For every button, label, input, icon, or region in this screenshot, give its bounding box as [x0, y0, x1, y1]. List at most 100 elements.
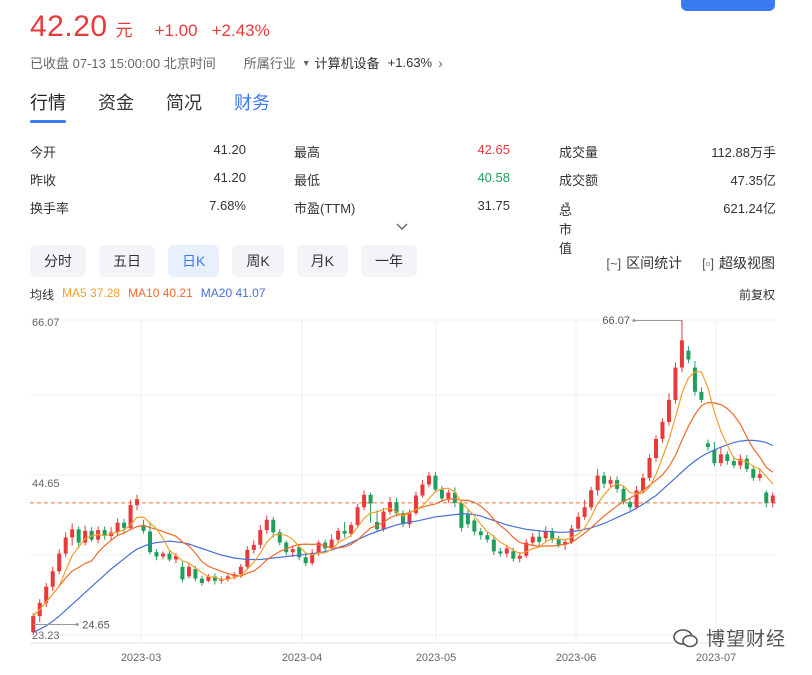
candle-body — [446, 492, 451, 499]
candle-body — [336, 530, 341, 540]
candle-body — [388, 502, 393, 512]
candle-body — [63, 537, 68, 554]
candle-body — [160, 553, 165, 557]
stat-row: 换手率 7.68% 市盈(TTM) 31.75 总市值 ▼ 621.24亿 — [30, 196, 776, 256]
candle-body — [420, 484, 425, 496]
period-five-day[interactable]: 五日 — [99, 245, 155, 277]
period-daily-k[interactable]: 日K — [168, 245, 220, 277]
stat-value-pe: 31.75 — [477, 198, 510, 213]
max-annotation-dot — [632, 319, 636, 322]
min-annotation-dot — [75, 623, 79, 627]
stat-row: 昨收 41.20 最低 40.58 成交额 47.35亿 — [30, 168, 776, 196]
candle-body — [718, 454, 723, 464]
stat-label-pe: 市盈(TTM) — [294, 201, 356, 216]
candle-body — [147, 531, 153, 553]
candle-body — [50, 571, 55, 587]
candle-body — [673, 367, 678, 400]
candle-body — [459, 502, 464, 528]
candle-body — [452, 492, 457, 503]
candle-body — [186, 566, 191, 577]
expand-chevron-down-icon[interactable] — [396, 220, 408, 234]
main-tabs: 行情 资金 简况 财务 — [30, 89, 302, 123]
candle-body — [556, 539, 561, 545]
period-weekly-k[interactable]: 周K — [232, 245, 284, 277]
chart-tools: [~] 区间统计 [▫] 超级视图 — [586, 253, 775, 273]
candle-body — [329, 539, 334, 549]
candle-body — [238, 566, 243, 575]
period-monthly-k[interactable]: 月K — [296, 245, 349, 277]
candle-body — [439, 489, 444, 499]
candle-body — [757, 474, 762, 478]
chevron-right-icon[interactable]: › — [438, 54, 443, 71]
candle-body — [517, 555, 522, 559]
candle-body — [641, 477, 646, 491]
interval-stats-label: 区间统计 — [626, 255, 683, 271]
period-intraday[interactable]: 分时 — [30, 245, 86, 277]
sector-link[interactable]: 计算机设备 — [314, 56, 380, 71]
stat-value-prev-close: 41.20 — [213, 170, 246, 185]
candle-body — [524, 542, 529, 556]
candle-body — [543, 531, 548, 539]
sector-change: +1.63% — [387, 55, 433, 70]
triangle-down-icon: ▼ — [301, 57, 311, 68]
price-change: +1.00 — [154, 21, 198, 40]
candle-body — [491, 539, 496, 552]
candle-body — [666, 399, 671, 422]
ma10-value: MA10 40.21 — [128, 286, 193, 300]
y-label-max: 66.07 — [32, 317, 60, 329]
wechat-icon — [673, 628, 698, 647]
market-cap-label-text: 总市值 — [559, 203, 573, 256]
candle-body — [303, 557, 308, 564]
stat-label-high: 最高 — [294, 145, 321, 160]
price-adjust-selector[interactable]: 前复权 — [738, 288, 775, 302]
price-header: 42.20 元 +1.00 +2.43% — [30, 10, 270, 44]
candle-body — [465, 514, 470, 525]
candle-body — [550, 531, 555, 540]
candle-body — [764, 492, 769, 503]
candle-body — [89, 530, 94, 540]
tab-profile[interactable]: 简况 — [166, 93, 202, 113]
candle-body — [394, 502, 399, 514]
interval-stats-button[interactable]: [~] 区间统计 — [606, 253, 682, 273]
x-tick-label: 2023-07 — [696, 652, 736, 664]
candle-body — [245, 549, 250, 567]
x-tick-label: 2023-05 — [416, 652, 456, 664]
stat-label-low: 最低 — [294, 173, 321, 188]
market-status-row: 已收盘 07-13 15:00:00 北京时间 所属行业 ▼ 计算机设备 +1.… — [30, 53, 443, 72]
ma20-line — [32, 439, 774, 633]
candle-body — [400, 513, 406, 525]
candle-body — [472, 520, 477, 532]
candle-body — [433, 475, 438, 490]
price-change-pct: +2.43% — [211, 21, 270, 40]
stat-row: 今开 41.20 最高 42.65 成交量 112.88万手 — [30, 140, 776, 168]
candle-body — [290, 549, 295, 553]
x-tick-label: 2023-03 — [121, 652, 161, 664]
period-one-year[interactable]: 一年 — [361, 245, 418, 277]
tab-funds[interactable]: 资金 — [98, 93, 134, 113]
candle-body — [770, 495, 775, 503]
stat-value-low: 40.58 — [477, 170, 510, 185]
candle-body — [731, 460, 736, 466]
fullscreen-icon: [▫] — [702, 255, 714, 271]
candle-body — [173, 555, 178, 560]
y-label-mid: 44.65 — [32, 478, 60, 490]
stat-value-high: 42.65 — [477, 142, 510, 157]
tab-finance[interactable]: 财务 — [234, 93, 270, 113]
candle-body — [699, 391, 704, 400]
top-action-button[interactable] — [681, 0, 775, 11]
candle-body — [44, 586, 49, 603]
stat-label-turnover-rate: 换手率 — [30, 201, 70, 216]
stat-label-volume: 成交量 — [559, 145, 599, 160]
max-annotation-label: 66.07 — [602, 315, 630, 327]
candle-body — [485, 535, 490, 540]
tab-quotes[interactable]: 行情 — [30, 89, 66, 123]
kline-chart[interactable]: 66.07 44.65 23.23 2023-03 2023-04 2023-05 2023… — [0, 300, 812, 675]
candle-body — [122, 522, 127, 528]
candle-body — [277, 532, 282, 543]
super-view-button[interactable]: [▫] 超级视图 — [702, 253, 775, 273]
candle-body — [251, 544, 256, 550]
x-tick-label: 2023-04 — [282, 652, 322, 664]
ma5-line — [32, 371, 774, 617]
candle-body — [407, 513, 412, 525]
candle-body — [264, 519, 269, 531]
